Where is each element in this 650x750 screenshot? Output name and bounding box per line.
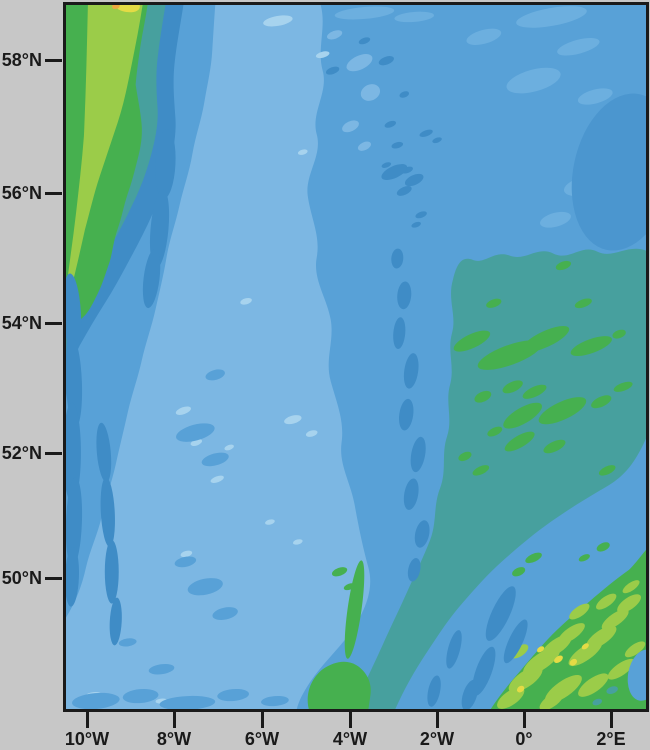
x-tick-label: 2°E <box>596 729 626 749</box>
blue-wash <box>571 93 646 251</box>
y-tick-label: 58°N <box>1 50 42 70</box>
contour-map <box>66 5 646 709</box>
x-tick-label: 0° <box>515 729 533 749</box>
layer-se-teal-specks <box>592 686 618 706</box>
layer-teal <box>355 248 646 709</box>
nw-yellow-strip <box>117 5 140 13</box>
x-tick <box>261 712 264 728</box>
x-tick <box>436 712 439 728</box>
x-tick-label: 4°W <box>332 729 368 749</box>
layer-se-yellow-specks <box>516 643 589 693</box>
y-tick <box>45 452 62 455</box>
x-tick-label: 10°W <box>64 729 110 749</box>
y-tick <box>45 322 62 325</box>
nw-yellow-green <box>66 5 143 300</box>
y-tick-label: 52°N <box>1 443 42 463</box>
y-tick <box>45 577 62 580</box>
layer-green-specks <box>453 260 633 577</box>
layer-light-blue <box>66 5 381 709</box>
y-tick <box>45 192 62 195</box>
se-blue-notch <box>627 649 646 701</box>
y-tick <box>45 59 62 62</box>
layer-dark-blue <box>66 37 528 709</box>
y-tick-label: 56°N <box>1 183 42 203</box>
x-tick-label: 6°W <box>244 729 280 749</box>
x-tick <box>349 712 352 728</box>
x-tick <box>610 712 613 728</box>
nw-orange-speck <box>112 5 120 9</box>
x-tick <box>86 712 89 728</box>
x-tick <box>523 712 526 728</box>
x-tick <box>173 712 176 728</box>
x-tick-label: 2°W <box>419 729 455 749</box>
plot-area <box>63 2 649 712</box>
layer-se-yellow-green <box>497 580 646 709</box>
y-tick-label: 54°N <box>1 313 42 333</box>
y-tick-label: 50°N <box>1 568 42 588</box>
x-tick-label: 8°W <box>156 729 192 749</box>
layer-medium-mottles <box>72 369 289 709</box>
